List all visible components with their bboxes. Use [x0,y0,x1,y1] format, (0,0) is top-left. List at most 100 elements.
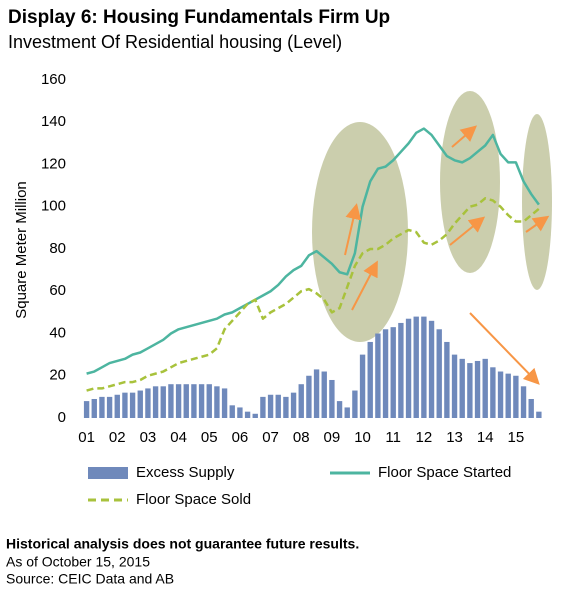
bar [137,390,143,418]
y-tick-label: 120 [41,155,66,172]
bar [505,373,511,418]
bar [229,405,235,418]
bar [513,375,519,418]
x-tick-label: 12 [416,429,433,446]
bar [352,390,358,418]
bar [298,384,304,418]
bar [367,341,373,418]
chart-subtitle: Investment Of Residential housing (Level… [8,32,342,52]
bar [467,363,473,418]
chart-title: Display 6: Housing Fundamentals Firm Up [8,7,390,28]
bar [451,354,458,418]
note: Historical analysis does not guarantee f… [6,536,359,552]
bar [152,386,159,418]
bar [528,398,534,418]
bar [290,392,297,418]
bar [183,384,189,418]
bar [459,358,465,418]
x-tick-label: 15 [508,429,525,446]
bar [390,327,396,418]
bar [168,384,174,418]
bar [482,358,488,418]
bar [359,354,366,418]
bar [520,386,527,418]
y-tick-label: 20 [49,367,66,384]
legend-item: Floor Space Started [330,464,511,481]
note: Source: CEIC Data and AB [6,571,174,587]
x-tick-label: 02 [109,429,126,446]
y-tick-label: 60 [49,282,66,299]
bar [252,413,258,418]
bar [191,384,197,418]
arrow [469,312,540,385]
bar [198,384,205,418]
highlight-ellipse [312,122,408,342]
y-tick-label: 40 [49,324,66,341]
bar [329,379,335,418]
x-tick-label: 01 [78,429,95,446]
bar [114,394,120,418]
line [86,197,540,392]
y-tick-label: 160 [41,71,66,88]
bar [275,394,281,418]
bar [237,407,243,418]
x-tick-label: 13 [446,429,463,446]
bar [214,386,220,418]
bar [444,341,450,418]
annotations [312,91,552,342]
bar [413,316,419,418]
arrow [351,260,378,311]
y-tick-label: 0 [58,409,66,426]
bar [336,401,343,418]
bar [313,369,320,418]
plot-area: 0 20 40 60 80 100 120 140 160 01 02 03 04 05 06 07 08 09 1… [41,71,542,446]
bar [122,392,128,418]
bar [428,320,435,418]
x-tick-label: 10 [354,429,371,446]
bar [283,396,289,418]
legend-label: Floor Space Sold [136,491,251,508]
arrow [451,125,478,148]
bar [398,322,404,418]
bar [497,371,504,418]
legend-item: Floor Space Sold [88,491,251,508]
arrow [344,203,362,256]
bar [206,384,212,418]
bar [106,396,113,418]
x-tick-label: 08 [293,429,310,446]
line [86,127,540,375]
x-tick-label: 03 [140,429,157,446]
bar [436,329,442,418]
bar [83,401,90,418]
bar [145,388,151,418]
bar [175,384,182,418]
bar [375,333,381,418]
bar [321,371,327,418]
y-tick-label: 140 [41,113,66,130]
legend-label: Excess Supply [136,464,235,481]
x-tick-label: 09 [324,429,341,446]
bar [421,316,427,418]
bar [221,388,228,418]
bar [474,360,481,418]
bar [536,411,542,418]
x-tick-label: 06 [232,429,249,446]
bar [267,394,274,418]
bar [91,398,97,418]
bar [405,318,412,418]
x-tick-label: 07 [262,429,279,446]
legend-swatch [88,467,128,479]
y-tick-label: 80 [49,240,66,257]
x-tick-label: 05 [201,429,218,446]
arrow [449,216,486,246]
bar [490,367,496,418]
bar [382,329,389,418]
x-tick-label: 11 [385,429,401,446]
bar [344,407,350,418]
x-tick-label: 14 [477,429,494,446]
legend-label: Floor Space Started [378,464,511,481]
y-axis-label: Square Meter Million [13,181,30,319]
bar [260,396,266,418]
arrow [525,215,550,233]
